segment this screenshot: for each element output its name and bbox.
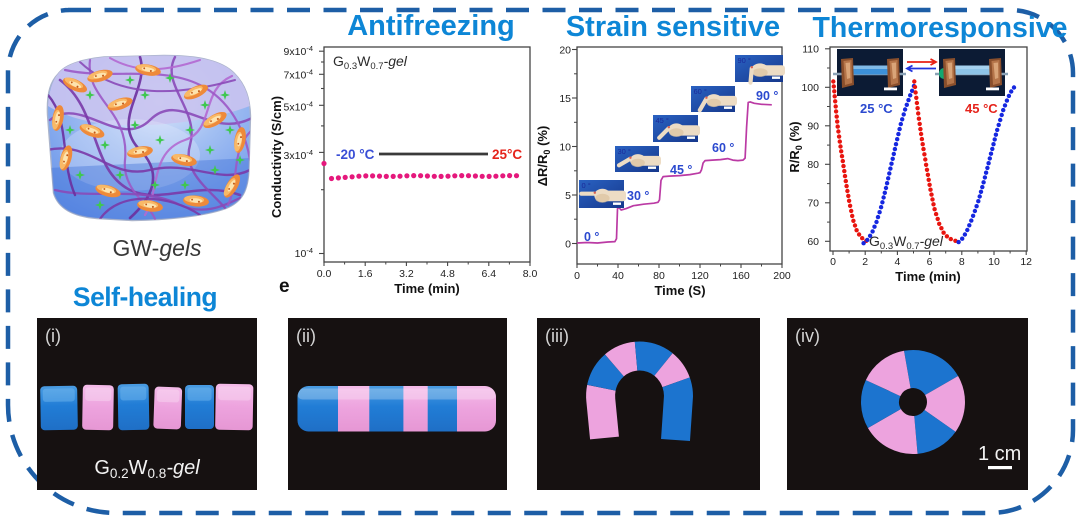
svg-text:200: 200 [773,270,791,282]
svg-text:-20 °C: -20 °C [336,147,375,162]
svg-text:(iv): (iv) [795,326,820,346]
svg-text:60: 60 [807,236,819,248]
svg-text:Time (min): Time (min) [895,269,961,284]
svg-text:0: 0 [574,270,580,282]
svg-text:110: 110 [802,43,819,55]
svg-text:45 °: 45 ° [670,163,692,177]
svg-text:80: 80 [807,159,819,171]
svg-text:1 cm: 1 cm [978,443,1021,465]
svg-text:80: 80 [653,270,665,282]
svg-text:90 °: 90 ° [756,89,778,103]
svg-text:30 °: 30 ° [627,189,649,203]
svg-text:G0.3W0.7-gel: G0.3W0.7-gel [333,53,408,72]
svg-text:15: 15 [559,93,571,105]
svg-text:90 °: 90 ° [738,56,751,65]
svg-text:7x10-4: 7x10-4 [284,67,313,81]
svg-text:(iii): (iii) [545,326,569,346]
svg-text:0 °: 0 ° [582,181,591,190]
svg-text:3x10-4: 3x10-4 [284,148,313,162]
svg-text:Conductivity (S/cm): Conductivity (S/cm) [269,96,284,218]
svg-text:GW-gels: GW-gels [112,235,202,261]
svg-text:0: 0 [565,239,571,251]
svg-text:70: 70 [807,197,819,209]
svg-text:5x10-4: 5x10-4 [284,100,313,114]
svg-text:e: e [279,276,290,297]
svg-text:160: 160 [732,270,750,282]
svg-text:(ii): (ii) [296,326,316,346]
svg-text:60 °: 60 ° [694,87,707,96]
svg-text:2: 2 [862,256,868,268]
svg-text:R/R0 (%): R/R0 (%) [787,121,804,172]
svg-text:G0.3W0.7-gel: G0.3W0.7-gel [869,233,944,252]
svg-text:4: 4 [894,256,900,268]
svg-text:Time (S): Time (S) [654,283,705,298]
svg-text:8: 8 [959,256,965,268]
svg-text:0 °: 0 ° [584,230,599,244]
svg-text:90: 90 [807,120,819,132]
svg-text:120: 120 [691,270,709,282]
svg-text:Self-healing: Self-healing [73,282,217,312]
svg-text:Strain sensitive: Strain sensitive [566,11,780,43]
svg-text:45 °C: 45 °C [965,101,998,116]
svg-text:4.8: 4.8 [440,268,455,280]
svg-text:8.0: 8.0 [523,268,538,280]
svg-text:Antifreezing: Antifreezing [347,10,515,42]
svg-text:10: 10 [988,256,1000,268]
svg-text:45 °: 45 ° [656,116,669,125]
svg-text:100: 100 [801,82,819,94]
svg-text:Time (min): Time (min) [394,281,460,296]
svg-text:20: 20 [559,45,571,57]
svg-text:ΔR/R0 (%): ΔR/R0 (%) [535,126,552,187]
svg-text:Thermoresponsive: Thermoresponsive [813,12,1068,44]
svg-text:30 °: 30 ° [618,147,631,156]
svg-text:5: 5 [565,190,571,202]
svg-text:(i): (i) [45,326,61,346]
svg-text:3.2: 3.2 [399,268,414,280]
svg-text:9x10-4: 9x10-4 [284,44,313,58]
svg-text:60 °: 60 ° [712,141,734,155]
svg-text:6.4: 6.4 [481,268,496,280]
svg-text:40: 40 [612,270,624,282]
svg-text:6: 6 [927,256,933,268]
svg-text:G0.2W0.8-gel: G0.2W0.8-gel [94,457,200,481]
svg-text:12: 12 [1020,256,1032,268]
svg-text:25 °C: 25 °C [860,101,893,116]
svg-text:25°C: 25°C [492,147,522,162]
svg-text:10-4: 10-4 [295,246,313,260]
svg-text:1.6: 1.6 [358,268,373,280]
svg-text:0.0: 0.0 [317,268,332,280]
svg-text:10: 10 [559,142,571,154]
svg-text:0: 0 [830,256,836,268]
